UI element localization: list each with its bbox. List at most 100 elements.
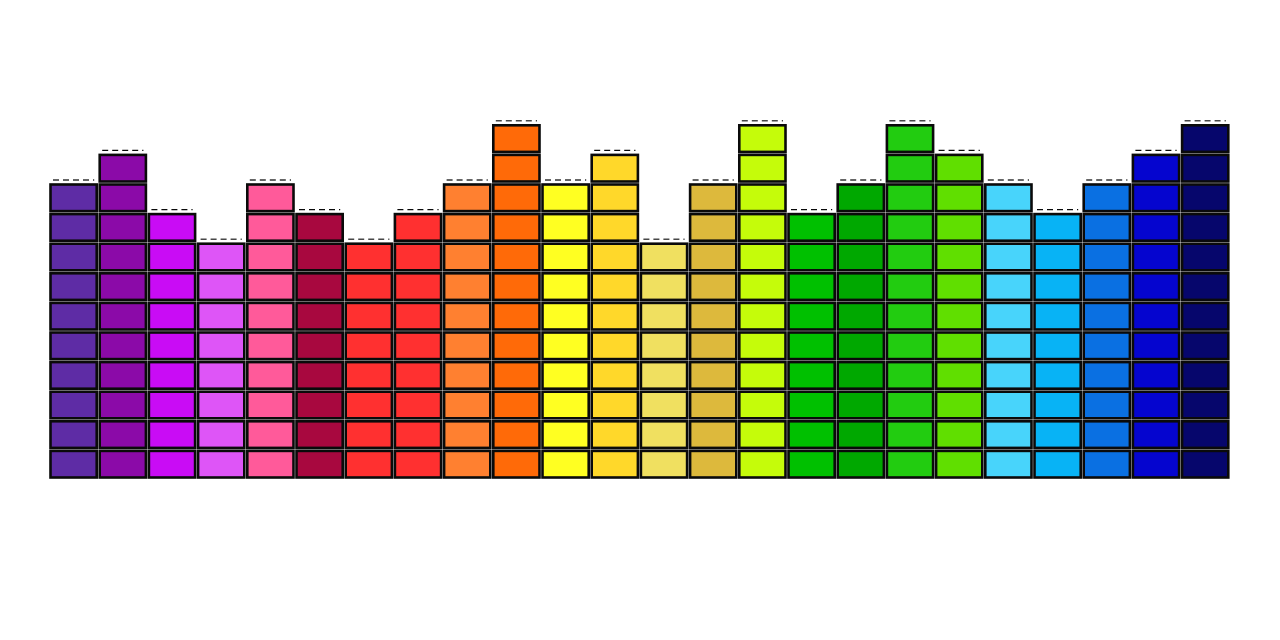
equalizer-cell <box>49 183 99 213</box>
equalizer-cell <box>590 449 640 479</box>
equalizer-cell <box>590 242 640 272</box>
equalizer-cell <box>49 360 99 391</box>
equalizer-bar-6 <box>295 209 345 479</box>
equalizer-cell <box>639 301 689 331</box>
equalizer-cell <box>1131 331 1181 361</box>
equalizer-cell <box>1082 183 1132 213</box>
equalizer-cell <box>787 331 837 361</box>
equalizer-cell <box>688 419 738 450</box>
equalizer-cell <box>442 419 492 450</box>
equalizer-cell <box>295 390 345 420</box>
equalizer-cell <box>1131 419 1181 450</box>
equalizer-cell <box>1033 331 1083 361</box>
equalizer-cell <box>393 212 443 243</box>
equalizer-cell <box>344 242 394 272</box>
equalizer-cell <box>1180 331 1230 361</box>
equalizer-cell <box>393 242 443 272</box>
equalizer-cell <box>246 271 295 302</box>
equalizer-cell <box>147 419 197 450</box>
equalizer-cell <box>49 242 99 272</box>
equalizer-cell <box>491 242 541 272</box>
equalizer-bar-19 <box>934 149 984 479</box>
equalizer-cell <box>541 360 591 391</box>
equalizer-cell <box>1033 390 1083 420</box>
equalizer-cell <box>836 390 886 420</box>
equalizer-cell <box>491 419 541 450</box>
equalizer-cell <box>393 419 443 450</box>
equalizer-cell <box>1131 242 1181 272</box>
equalizer-cell <box>688 242 738 272</box>
equalizer-bar-11 <box>541 179 591 479</box>
equalizer-cell <box>836 271 886 302</box>
equalizer-cell <box>885 301 935 331</box>
equalizer-cell <box>1033 360 1083 391</box>
equalizer-cell <box>983 331 1033 361</box>
equalizer-cell <box>541 271 591 302</box>
equalizer-cell <box>934 271 984 302</box>
equalizer-cell <box>344 449 394 479</box>
equalizer-cell <box>147 242 197 272</box>
equalizer-cell <box>1131 183 1181 213</box>
equalizer-cell <box>934 183 984 213</box>
equalizer-cell <box>639 331 689 361</box>
equalizer-cell <box>344 390 394 420</box>
equalizer-cell <box>787 449 837 479</box>
equalizer-cell <box>590 301 640 331</box>
equalizer-cell <box>295 212 345 243</box>
equalizer-bar-2 <box>98 149 148 479</box>
equalizer-bar-18 <box>885 120 935 479</box>
equalizer-cell <box>688 449 738 479</box>
equalizer-cell <box>393 360 443 391</box>
equalizer-cell <box>246 390 295 420</box>
equalizer-cell <box>49 301 99 331</box>
equalizer-cell <box>836 301 886 331</box>
equalizer-cell <box>836 419 886 450</box>
equalizer-cell <box>442 301 492 331</box>
equalizer-bar-1 <box>49 179 99 479</box>
equalizer-cell <box>442 390 492 420</box>
equalizer-cell <box>590 419 640 450</box>
equalizer-cell <box>885 212 935 243</box>
equalizer-cell <box>1180 183 1230 213</box>
equalizer-cell <box>737 153 787 183</box>
equalizer-cell <box>442 183 492 213</box>
equalizer-cell <box>344 419 394 450</box>
equalizer-cell <box>787 419 837 450</box>
equalizer-cell <box>590 212 640 243</box>
equalizer-cell <box>885 449 935 479</box>
equalizer-cell <box>1033 301 1083 331</box>
equalizer-cell <box>934 242 984 272</box>
equalizer-cell <box>98 212 148 243</box>
equalizer-cell <box>737 124 787 154</box>
equalizer-cell <box>688 212 738 243</box>
equalizer-cell <box>1131 212 1181 243</box>
equalizer-cell <box>1180 271 1230 302</box>
equalizer-cell <box>49 390 99 420</box>
equalizer-cell <box>491 360 541 391</box>
equalizer-cell <box>196 301 246 331</box>
equalizer-cell <box>885 390 935 420</box>
equalizer-cell <box>246 331 295 361</box>
equalizer-cell <box>737 242 787 272</box>
equalizer-cell <box>737 449 787 479</box>
equalizer-cell <box>246 419 295 450</box>
equalizer-cell <box>1131 360 1181 391</box>
equalizer-bar-10 <box>491 120 541 479</box>
equalizer-cell <box>885 124 935 154</box>
equalizer-cell <box>590 271 640 302</box>
equalizer-cell <box>541 242 591 272</box>
equalizer-cell <box>393 301 443 331</box>
equalizer-cell <box>491 124 541 154</box>
equalizer-cell <box>393 449 443 479</box>
equalizer-cell <box>885 360 935 391</box>
equalizer-cell <box>590 390 640 420</box>
equalizer-cell <box>393 390 443 420</box>
equalizer-cell <box>1082 301 1132 331</box>
equalizer-cell <box>442 360 492 391</box>
equalizer-cell <box>246 301 295 331</box>
equalizer-cell <box>590 183 640 213</box>
equalizer-bar-7 <box>344 238 394 479</box>
equalizer-cell <box>934 419 984 450</box>
equalizer-cell <box>737 390 787 420</box>
